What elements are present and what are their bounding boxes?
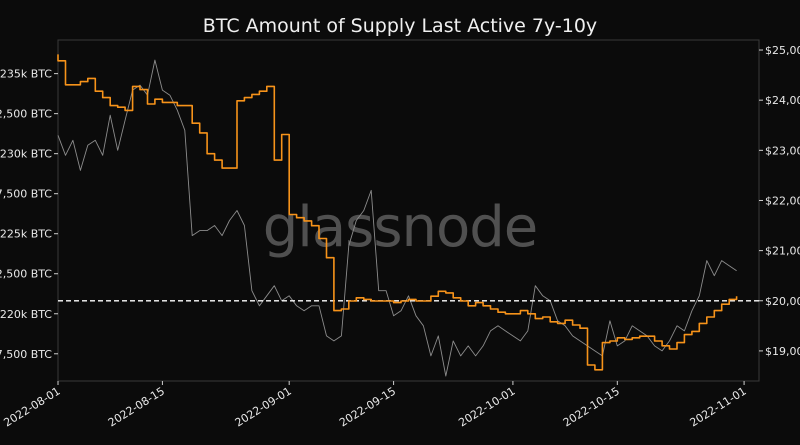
- left-axis-tick-label: 230k BTC: [0, 148, 52, 161]
- plot-area: [57, 39, 760, 382]
- x-axis-tick-label: 2022-09-15: [337, 385, 398, 430]
- left-axis-tick-label: 2,500 BTC: [0, 268, 52, 281]
- right-axis-tick-label: $24,00: [765, 94, 800, 107]
- right-axis-tick-label: $19,00: [765, 345, 800, 358]
- right-axis-tick-label: $23,00: [765, 144, 800, 157]
- left-axis-tick-label: 235k BTC: [0, 68, 52, 81]
- x-axis-tick-label: 2022-08-15: [106, 385, 167, 430]
- x-axis-tick-label: 2022-10-15: [561, 385, 622, 430]
- right-axis-tick-label: $25,00: [765, 44, 800, 57]
- x-axis-tick-label: 2022-09-01: [233, 385, 294, 430]
- right-axis-tick-label: $22,00: [765, 194, 800, 207]
- x-axis-tick-label: 2022-11-01: [688, 385, 749, 430]
- chart-title: BTC Amount of Supply Last Active 7y-10y: [203, 15, 597, 37]
- left-axis-tick-label: 2,500 BTC: [0, 108, 52, 121]
- left-axis-tick-label: 225k BTC: [0, 228, 52, 241]
- supply-series-layer: [57, 54, 738, 371]
- watermark-logo: glassnode: [263, 195, 538, 260]
- price-series-layer: [57, 59, 737, 377]
- supply-series-line: [57, 54, 738, 371]
- price-series-line: [57, 59, 737, 377]
- x-axis-tick-label: 2022-10-01: [456, 385, 517, 430]
- left-axis-tick-label: 220k BTC: [0, 308, 52, 321]
- x-axis-tick-label: 2022-08-01: [1, 385, 62, 430]
- right-axis-tick-label: $20,00: [765, 295, 800, 308]
- left-axis-tick-label: 7,500 BTC: [0, 188, 52, 201]
- left-axis-tick-label: 7,500 BTC: [0, 348, 52, 361]
- right-axis-tick-label: $21,00: [765, 245, 800, 258]
